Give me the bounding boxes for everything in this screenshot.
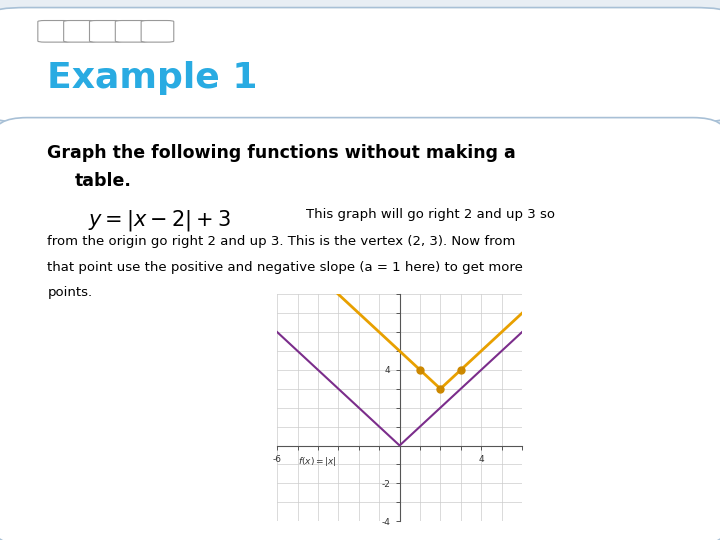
Text: points.: points. xyxy=(48,286,92,299)
Text: Example 1: Example 1 xyxy=(48,61,258,94)
FancyBboxPatch shape xyxy=(0,8,720,122)
FancyBboxPatch shape xyxy=(115,21,148,42)
Text: from the origin go right 2 and up 3. This is the vertex (2, 3). Now from: from the origin go right 2 and up 3. Thi… xyxy=(48,235,516,248)
FancyBboxPatch shape xyxy=(89,21,122,42)
FancyBboxPatch shape xyxy=(0,118,720,540)
Text: $y = |x - 2| + 3$: $y = |x - 2| + 3$ xyxy=(88,207,231,233)
FancyBboxPatch shape xyxy=(63,21,96,42)
FancyBboxPatch shape xyxy=(38,21,71,42)
Text: that point use the positive and negative slope (a = 1 here) to get more: that point use the positive and negative… xyxy=(48,261,523,274)
Text: $f(x) = |x$|: $f(x) = |x$| xyxy=(297,455,336,468)
Text: table.: table. xyxy=(75,172,132,190)
Text: Graph the following functions without making a: Graph the following functions without ma… xyxy=(48,144,516,161)
Text: This graph will go right 2 and up 3 so: This graph will go right 2 and up 3 so xyxy=(305,207,554,220)
FancyBboxPatch shape xyxy=(141,21,174,42)
